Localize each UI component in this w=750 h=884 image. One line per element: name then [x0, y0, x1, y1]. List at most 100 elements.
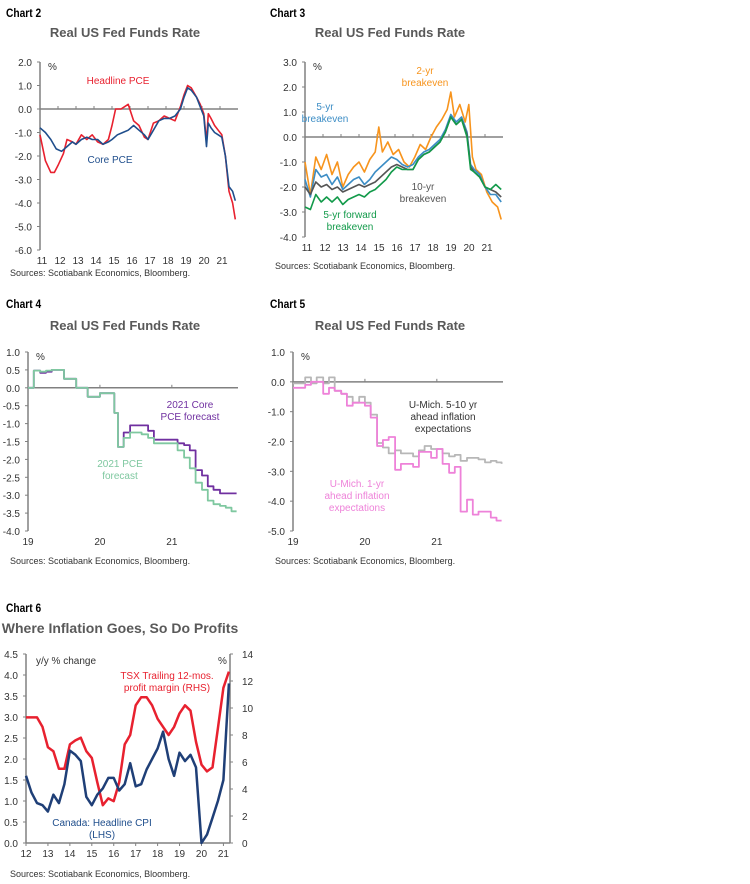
- annotation-headline-pce: Headline PCE: [87, 76, 150, 87]
- annotation-2yr: 2-yr breakeven: [402, 66, 449, 89]
- chart-5: Real US Fed Funds Rate 1.0 0.0 -1.0 -2.0 -3.…: [268, 318, 503, 566]
- x-tick-label: 20: [94, 537, 106, 548]
- y-tick-label: -4.0: [15, 199, 33, 210]
- chart-title: Real US Fed Funds Rate: [50, 318, 200, 333]
- chart-2: Real US Fed Funds Rate 2.0 1.0 0.0 -1.0 -2.0…: [10, 25, 238, 278]
- y2-tick-label: 4: [242, 785, 248, 796]
- y-tick-label: -4.0: [3, 527, 21, 538]
- x-tick-label: 21: [481, 243, 493, 254]
- y-tick-label: -1.0: [268, 408, 286, 419]
- x-tick-label: 16: [108, 849, 120, 860]
- annotation-5yr-forward: 5-yr forward breakeven: [323, 210, 376, 233]
- x-tick-label: 19: [174, 849, 186, 860]
- x-tick-label: 20: [198, 256, 210, 267]
- x-tick-label: 19: [180, 256, 192, 267]
- annotation-cpi: Canada: Headline CPI (LHS): [52, 818, 152, 841]
- y-tick-label: 3.5: [4, 692, 18, 703]
- x-tick-label: 13: [337, 243, 349, 254]
- annotation-5yr: 5-yr breakeven: [302, 102, 349, 125]
- x-tick-label: 17: [130, 849, 142, 860]
- x-tick-label: 15: [108, 256, 120, 267]
- y-unit-label: %: [48, 62, 57, 73]
- y-tick-label: -5.0: [268, 527, 286, 538]
- y-tick-label: 0.0: [18, 105, 32, 116]
- x-tick-label: 18: [427, 243, 439, 254]
- series-2021-pce-forecast: [28, 369, 237, 513]
- y-tick-label: 0.0: [271, 378, 285, 389]
- y-tick-label: 0.5: [6, 366, 20, 377]
- chart-title: Where Inflation Goes, So Do Profits: [2, 620, 239, 636]
- x-tick-label: 11: [302, 243, 313, 254]
- y-tick-label: -2.5: [3, 473, 21, 484]
- x-tick-label: 12: [319, 243, 331, 254]
- y-tick-label: 4.5: [4, 650, 18, 661]
- y2-tick-label: 2: [242, 812, 248, 823]
- y-tick-label: -3.5: [3, 509, 21, 520]
- y-tick-label: -2.0: [15, 152, 33, 163]
- y-tick-label: 1.0: [6, 348, 20, 359]
- y-tick-label: 1.5: [4, 776, 18, 787]
- y-tick-label: 3.0: [283, 58, 297, 69]
- source-note: Sources: Scotiabank Economics, Bloomberg…: [10, 556, 190, 566]
- chart-4-label: Chart 4: [6, 297, 42, 311]
- annotation-core-pce: Core PCE: [87, 155, 132, 166]
- x-tick-label: 11: [37, 256, 48, 267]
- source-note: Sources: Scotiabank Economics, Bloomberg…: [10, 869, 190, 879]
- x-tick-label: 19: [445, 243, 457, 254]
- series-core-pce: [39, 87, 237, 201]
- series-headline-pce: [39, 84, 237, 220]
- annotation-tsx: TSX Trailing 12-mos. profit margin (RHS): [120, 671, 213, 694]
- y-tick-label: 3.0: [4, 713, 18, 724]
- y-tick-label: 4.0: [4, 671, 18, 682]
- annotation-umich-5-10yr: U-Mich. 5-10 yr ahead inflation expectatio…: [409, 400, 478, 435]
- chart-title: Real US Fed Funds Rate: [50, 25, 200, 40]
- chart-6: Where Inflation Goes, So Do Profits 4.5 4…: [2, 620, 254, 879]
- y-tick-label: 0.0: [4, 839, 18, 850]
- y-tick-label: -3.0: [268, 467, 286, 478]
- y-unit-label: %: [313, 62, 322, 73]
- y-tick-label: -2.0: [280, 183, 298, 194]
- y-tick-label: 2.0: [283, 83, 297, 94]
- y2-tick-label: 14: [242, 650, 254, 661]
- y-tick-label: 2.0: [18, 58, 32, 69]
- y2-unit-label: %: [218, 656, 227, 667]
- y-tick-label: 2.0: [4, 755, 18, 766]
- source-note: Sources: Scotiabank Economics, Bloomberg…: [275, 261, 455, 271]
- x-tick-label: 12: [20, 849, 32, 860]
- y-tick-label: -4.0: [280, 233, 298, 244]
- x-tick-label: 20: [359, 537, 371, 548]
- x-tick-label: 14: [355, 243, 367, 254]
- source-note: Sources: Scotiabank Economics, Bloomberg…: [10, 268, 190, 278]
- annotation-pce-forecast: 2021 PCE forecast: [97, 459, 143, 482]
- x-tick-label: 20: [463, 243, 475, 254]
- x-tick-label: 13: [72, 256, 84, 267]
- y-unit-label: y/y % change: [36, 656, 96, 667]
- y-tick-label: 1.0: [271, 348, 285, 359]
- chart-title: Real US Fed Funds Rate: [315, 318, 465, 333]
- x-tick-label: 19: [22, 537, 34, 548]
- y-tick-label: -1.0: [3, 420, 21, 431]
- x-tick-label: 14: [90, 256, 102, 267]
- annotation-core-pce-forecast: 2021 Core PCE forecast: [161, 400, 220, 423]
- chart-2-label: Chart 2: [6, 6, 42, 20]
- x-tick-label: 20: [196, 849, 208, 860]
- source-note: Sources: Scotiabank Economics, Bloomberg…: [275, 556, 455, 566]
- y-tick-label: -0.5: [3, 402, 21, 413]
- series-canada-headline-cpi-lhs: [24, 683, 231, 845]
- y-tick-label: -1.0: [280, 158, 298, 169]
- y-tick-label: 0.0: [283, 133, 297, 144]
- y-tick-label: 1.0: [18, 82, 32, 93]
- chart-4: Real US Fed Funds Rate 1.0 0.5 0.0 -0.5 -1.0…: [3, 318, 238, 566]
- x-tick-label: 16: [391, 243, 403, 254]
- x-tick-label: 18: [152, 849, 164, 860]
- y-tick-label: 2.5: [4, 734, 18, 745]
- x-tick-label: 14: [64, 849, 76, 860]
- y-tick-label: -2.0: [268, 438, 286, 449]
- x-tick-label: 18: [162, 256, 174, 267]
- y-tick-label: -1.0: [15, 129, 33, 140]
- x-tick-label: 19: [287, 537, 299, 548]
- y-tick-label: 1.0: [4, 797, 18, 808]
- y-unit-label: %: [301, 352, 310, 363]
- annotation-10yr: 10-yr breakeven: [400, 182, 447, 205]
- y-tick-label: -4.0: [268, 497, 286, 508]
